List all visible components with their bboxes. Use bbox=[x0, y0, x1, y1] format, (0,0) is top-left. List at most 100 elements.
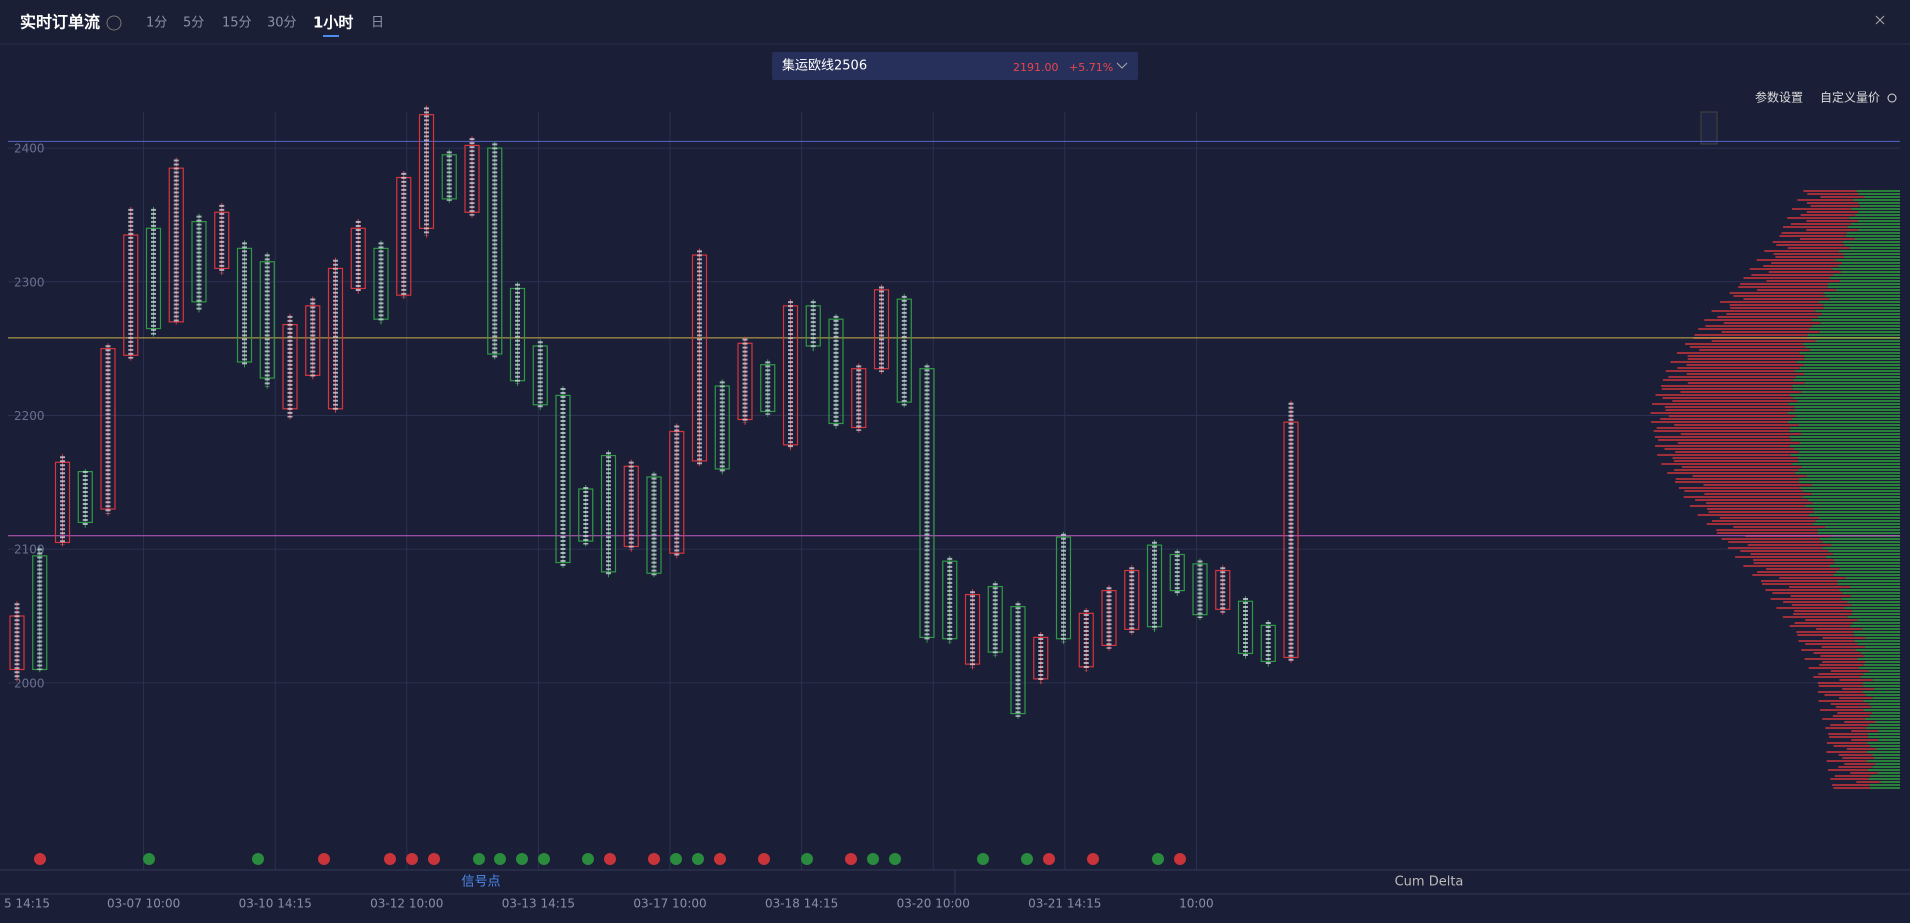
profile-bar bbox=[1733, 526, 1825, 528]
candle-body bbox=[1260, 624, 1276, 663]
profile-bar bbox=[1665, 409, 1795, 411]
profile-bar bbox=[1828, 550, 1900, 552]
x-tick-label: 03-20 10:00 bbox=[897, 897, 970, 911]
time-tab[interactable]: 1小时 bbox=[313, 14, 353, 32]
profile-bar bbox=[1864, 661, 1900, 663]
profile-bar bbox=[1779, 235, 1846, 237]
profile-bar bbox=[1874, 688, 1900, 690]
profile-bar bbox=[1851, 613, 1900, 615]
dropdown-arrow[interactable] bbox=[1116, 62, 1128, 69]
signal-icon bbox=[845, 853, 857, 865]
signal-icon bbox=[670, 853, 682, 865]
collapse-icon[interactable] bbox=[1875, 15, 1885, 25]
signal-icon bbox=[252, 853, 264, 865]
signal-icon bbox=[516, 853, 528, 865]
profile-bar bbox=[1863, 700, 1900, 702]
profile-bar bbox=[1804, 382, 1900, 384]
profile-bar bbox=[1686, 364, 1804, 366]
signal-icon bbox=[648, 853, 660, 865]
profile-bar bbox=[1834, 562, 1900, 564]
panel-tab[interactable]: 信号点 bbox=[461, 875, 500, 890]
time-tab[interactable]: 日 bbox=[371, 16, 384, 31]
profile-bar bbox=[1829, 736, 1869, 738]
profile-bar bbox=[1822, 661, 1865, 663]
instrument-box[interactable] bbox=[772, 52, 1138, 80]
profile-bar bbox=[1854, 640, 1900, 642]
profile-bar bbox=[1799, 478, 1900, 480]
x-tick-label: 03-18 14:15 bbox=[765, 897, 838, 911]
profile-bar bbox=[1850, 625, 1900, 627]
help-icon[interactable] bbox=[106, 15, 122, 31]
profile-bar bbox=[1812, 502, 1900, 504]
profile-bar bbox=[1842, 757, 1875, 759]
profile-bar bbox=[1867, 742, 1900, 744]
profile-bar bbox=[1844, 607, 1900, 609]
profile-bar bbox=[1799, 367, 1900, 369]
settings-link[interactable]: 参数设置 bbox=[1755, 90, 1803, 105]
profile-bar bbox=[1762, 583, 1838, 585]
profile-bar bbox=[1829, 298, 1900, 300]
profile-bar bbox=[1821, 313, 1900, 315]
candle-body bbox=[828, 318, 844, 425]
profile-bar bbox=[1838, 754, 1873, 756]
time-tab[interactable]: 1分 bbox=[146, 16, 167, 31]
profile-bar bbox=[1705, 325, 1813, 327]
profile-bar bbox=[1821, 646, 1865, 648]
y-tick-label: 2200 bbox=[14, 409, 45, 423]
profile-bar bbox=[1675, 478, 1800, 480]
profile-bar bbox=[1704, 493, 1812, 495]
profile-bar bbox=[1674, 481, 1799, 483]
profile-bar bbox=[1668, 376, 1796, 378]
signals bbox=[34, 853, 1186, 865]
time-tab[interactable]: 30分 bbox=[267, 16, 297, 31]
profile-bar bbox=[1692, 475, 1807, 477]
profile-bar bbox=[1694, 334, 1808, 336]
profile-bar bbox=[1857, 643, 1900, 645]
profile-bar bbox=[1872, 766, 1900, 768]
instrument-name: 集运欧线2506 bbox=[782, 58, 867, 74]
profile-bar bbox=[1870, 745, 1900, 747]
custom-link[interactable]: 自定义量价 bbox=[1820, 90, 1880, 105]
profile-bar bbox=[1825, 556, 1900, 558]
profile-bar bbox=[1864, 196, 1900, 198]
profile-bar bbox=[1783, 226, 1848, 228]
side-buttons[interactable] bbox=[1700, 111, 1718, 145]
profile-bar bbox=[1850, 595, 1900, 597]
profile-bar bbox=[1789, 436, 1900, 438]
profile-bar bbox=[1661, 463, 1793, 465]
profile-bar bbox=[1650, 412, 1788, 414]
profile-bar bbox=[1876, 748, 1900, 750]
custom-icon[interactable] bbox=[1887, 93, 1897, 103]
profile-bar bbox=[1678, 487, 1801, 489]
profile-bar bbox=[1708, 511, 1814, 513]
profile-bar bbox=[1826, 751, 1867, 753]
profile-bar bbox=[1868, 670, 1900, 672]
profile-bar bbox=[1822, 637, 1866, 639]
profile-bar bbox=[1797, 457, 1900, 459]
profile-bar bbox=[1857, 220, 1900, 222]
profile-bar bbox=[1730, 307, 1824, 309]
candle-body bbox=[646, 476, 662, 574]
profile-bar bbox=[1817, 682, 1864, 684]
profile-bar bbox=[1874, 763, 1900, 765]
profile-bar bbox=[1803, 364, 1900, 366]
signal-icon bbox=[143, 853, 155, 865]
profile-bar bbox=[1812, 523, 1900, 525]
profile-bar bbox=[1716, 532, 1818, 534]
panel-tab[interactable]: Cum Delta bbox=[1395, 875, 1464, 890]
profile-bar bbox=[1698, 328, 1810, 330]
profile-bar bbox=[1811, 493, 1900, 495]
profile-bar bbox=[1863, 691, 1900, 693]
profile-bar bbox=[1823, 304, 1900, 306]
time-tab[interactable]: 5分 bbox=[183, 16, 204, 31]
profile-bar bbox=[1661, 388, 1793, 390]
signal-icon bbox=[604, 853, 616, 865]
profile-bar bbox=[1850, 223, 1900, 225]
profile-bar bbox=[1766, 280, 1840, 282]
time-tab[interactable]: 15分 bbox=[222, 16, 252, 31]
candle-body bbox=[1124, 569, 1140, 630]
signal-icon bbox=[318, 853, 330, 865]
profile-bar bbox=[1823, 292, 1900, 294]
profile-bar bbox=[1684, 343, 1804, 345]
profile-bar bbox=[1871, 712, 1900, 714]
